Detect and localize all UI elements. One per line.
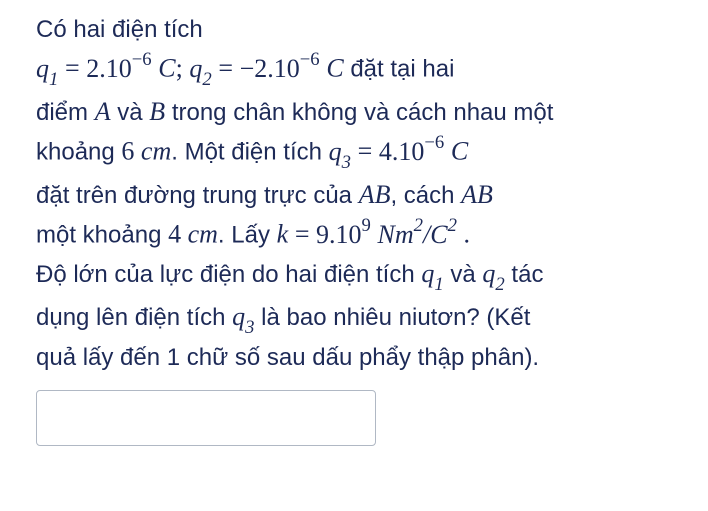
eq-sign: = — [65, 54, 86, 83]
distance-c: 4 — [168, 220, 188, 249]
k-symbol: k — [277, 220, 289, 249]
eq-sign-3: = — [358, 137, 379, 166]
equation-line-1: q1 = 2.10−6 C; q2 = −2.10−6 C đặt tại ha… — [36, 48, 672, 92]
answer-input[interactable] — [36, 390, 376, 446]
point-b: B — [149, 97, 165, 126]
q2-symbol: q2 — [189, 54, 211, 83]
eq-sign-4: = — [295, 220, 316, 249]
q1-value: 2.10−6 — [86, 54, 151, 83]
eq-sign-2: = — [218, 54, 239, 83]
line-5: một khoảng 4 cm. Lấy k = 9.109 Nm2/C2 . — [36, 214, 672, 254]
q3-ref: q3 — [232, 302, 254, 331]
q3-symbol: q3 — [329, 137, 351, 166]
line-2: điểm A và B trong chân không và cách nha… — [36, 92, 672, 131]
unit-nm2c2: Nm2/C2 — [378, 220, 457, 249]
line-4: đặt trên đường trung trực của AB, cách A… — [36, 175, 672, 214]
line-7: dụng lên điện tích q3 là bao nhiêu niutơ… — [36, 297, 672, 340]
distance-ab: 6 — [121, 137, 141, 166]
unit-c-3: C — [451, 137, 468, 166]
segment-ab: AB — [359, 180, 391, 209]
unit-c-2: C — [326, 54, 343, 83]
k-value: 9.109 — [316, 220, 371, 249]
line-3: khoảng 6 cm. Một điện tích q3 = 4.10−6 C — [36, 131, 672, 175]
q3-value: 4.10−6 — [379, 137, 444, 166]
q2-ref: q2 — [482, 259, 504, 288]
intro-line: Có hai điện tích — [36, 12, 672, 48]
q1-ref: q1 — [421, 259, 443, 288]
line-6: Độ lớn của lực điện do hai điện tích q1 … — [36, 254, 672, 297]
problem-statement: Có hai điện tích q1 = 2.10−6 C; q2 = −2.… — [36, 12, 672, 376]
unit-cm-2: cm — [188, 220, 218, 249]
line-8: quả lấy đến 1 chữ số sau dấu phẩy thập p… — [36, 340, 672, 376]
unit-c: C — [158, 54, 175, 83]
q1-symbol: q1 — [36, 54, 58, 83]
point-a: A — [95, 97, 111, 126]
q2-value: −2.10−6 — [240, 54, 320, 83]
unit-cm: cm — [141, 137, 171, 166]
segment-ab-2: AB — [461, 180, 493, 209]
tail-1: đặt tại hai — [350, 56, 454, 83]
